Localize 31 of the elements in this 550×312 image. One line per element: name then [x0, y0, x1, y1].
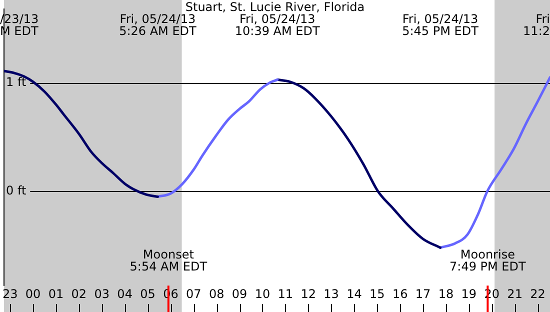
- x-tick-label: 14: [346, 286, 362, 301]
- y-tick-label: 1 ft: [6, 75, 26, 90]
- x-tick-label: 04: [117, 286, 132, 301]
- x-tick-label: 02: [71, 286, 87, 301]
- x-tick-label: 13: [324, 286, 339, 301]
- x-tick-label: 19: [461, 286, 477, 301]
- annotation: Fri, 05/24/13 5:26 AM EDT: [119, 12, 198, 38]
- x-tick-label: 03: [94, 286, 110, 301]
- x-tick-label: 08: [208, 286, 224, 301]
- y-tick-label: 0 ft: [6, 183, 26, 198]
- x-tick-label: 12: [300, 286, 316, 301]
- annotation: Fri, 05/24/13 5:45 PM EDT: [402, 12, 480, 38]
- x-tick-label: 15: [370, 286, 385, 301]
- x-tick-label: 17: [415, 286, 431, 301]
- x-tick-label: 23: [2, 286, 18, 301]
- x-tick-label: 05: [140, 286, 156, 301]
- x-tick-label: 01: [48, 286, 64, 301]
- annotation: Fri 11:2: [523, 12, 550, 38]
- x-tick-label: 00: [25, 286, 41, 301]
- annotation: Fri, 05/24/13 10:39 AM EDT: [234, 12, 321, 38]
- x-tick-label: 07: [186, 286, 202, 301]
- x-tick-label: 18: [438, 286, 454, 301]
- x-tick-label: 09: [232, 286, 248, 301]
- x-tick-label: 11: [278, 286, 294, 301]
- x-tick-label: 10: [254, 286, 270, 301]
- x-tick-label: 22: [530, 286, 546, 301]
- x-tick-label: 16: [392, 286, 408, 301]
- chart-title: Stuart, St. Lucie River, Florida: [185, 0, 365, 14]
- ref-line-label: Moonset 5:54 AM EDT: [130, 248, 208, 274]
- x-tick-label: 21: [507, 286, 522, 301]
- ref-line-label: Moonrise 7:49 PM EDT: [450, 248, 526, 274]
